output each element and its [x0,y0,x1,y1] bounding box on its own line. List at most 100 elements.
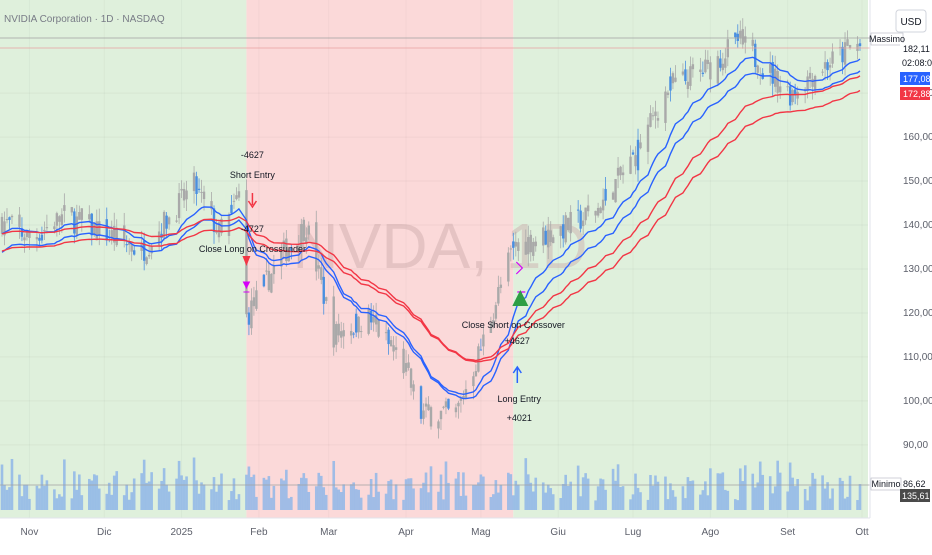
volume-bar [262,477,266,510]
candle-body [280,250,283,267]
volume-bar [3,485,6,510]
candle-body [813,75,817,90]
exit-marker [242,281,251,293]
candle-body [848,45,852,48]
volume-bar [177,460,181,510]
candle-body [287,249,291,262]
candle-body [669,76,672,91]
short-entry-label: Short Entry [230,170,276,180]
volume-bar [247,466,251,510]
volume-bar [803,488,807,510]
volume-bar [796,479,799,510]
candle-body [297,246,301,252]
candle-body [686,81,690,90]
candle-body [265,270,268,272]
volume-bar [758,461,762,510]
volume-bar [579,496,582,510]
candle-body [73,211,76,234]
candle-body [736,33,739,41]
volume-bar [531,491,535,510]
candle-body [754,43,757,67]
candlesticks [0,18,862,439]
volume-bar [848,475,852,510]
volume-bar [843,498,847,510]
volume-bar [601,479,605,510]
volume-bar [339,492,343,510]
candle-body [566,217,570,231]
time-tick-label: Dic [97,527,111,538]
time-axis[interactable] [0,518,870,550]
volume-bar [437,491,440,510]
candle-body [290,247,293,251]
volume-bar [444,461,448,510]
volume-bar [482,476,485,510]
candle-body [786,86,789,88]
candle-body [654,111,657,117]
volume-bar [342,484,346,510]
price-axis[interactable] [870,0,932,518]
candle-body [771,62,774,84]
volume-bar [429,466,433,510]
volume-bar [250,477,253,510]
candle-body [342,330,345,337]
candle-body [150,246,153,254]
volume-bar [636,487,640,510]
time-tick-label: Nov [21,527,39,538]
candle-body [689,66,692,86]
volume-bar [477,482,480,510]
volume-bar [337,489,341,510]
candle-body [182,188,186,201]
volume-bar [594,500,597,510]
candle-body [594,210,597,216]
candle-body [369,311,373,323]
volume-bar [175,478,178,510]
candle-body [788,86,792,106]
volume-bar [367,494,370,510]
volume-bar [422,482,425,510]
volume-bar [389,479,393,510]
candle-body [142,240,146,261]
candle-body [60,214,64,225]
candle-body [162,211,166,238]
volume-bar [232,478,236,510]
currency-label: USD [900,17,921,28]
price-axis-ticks: 170,00160,00150,00140,00130,00120,00110,… [903,88,932,451]
candle-body [387,329,390,345]
volume-bar [10,458,14,510]
volume-bar [122,495,126,510]
volume-bar [424,472,428,510]
currency-button[interactable] [895,9,927,33]
volume-bar [18,474,21,510]
candle-body [826,62,829,71]
candle-body [719,58,722,68]
candle-body [217,222,221,238]
blue-price-value: 177,08 [903,74,931,84]
candle-body [442,406,445,408]
volume-bar [217,484,221,510]
countdown-value: 02:08:01 [902,58,932,68]
candle-body [664,91,667,123]
volume-bar [372,497,375,510]
candle-body [778,86,782,93]
volume-bar [324,494,328,510]
candle-body [527,237,530,255]
volume-bar [808,486,812,510]
candle-body [157,231,161,246]
volume-bar [499,484,503,510]
ema-fast-upper [1,56,861,396]
volume-bar [384,493,388,510]
volume-bar [439,474,443,510]
candle-body [856,43,859,51]
volume-bar [230,491,233,510]
candle-body [165,215,168,229]
time-tick-label: Mag [471,527,490,538]
volume-bar [738,468,742,510]
volume-bar [220,473,223,510]
volume-bar [53,489,56,510]
candle-body [335,324,338,345]
volume-bar [706,495,710,510]
candle-body [579,210,582,229]
minimo-value: 86,62 [903,479,926,489]
candle-body [419,386,423,419]
